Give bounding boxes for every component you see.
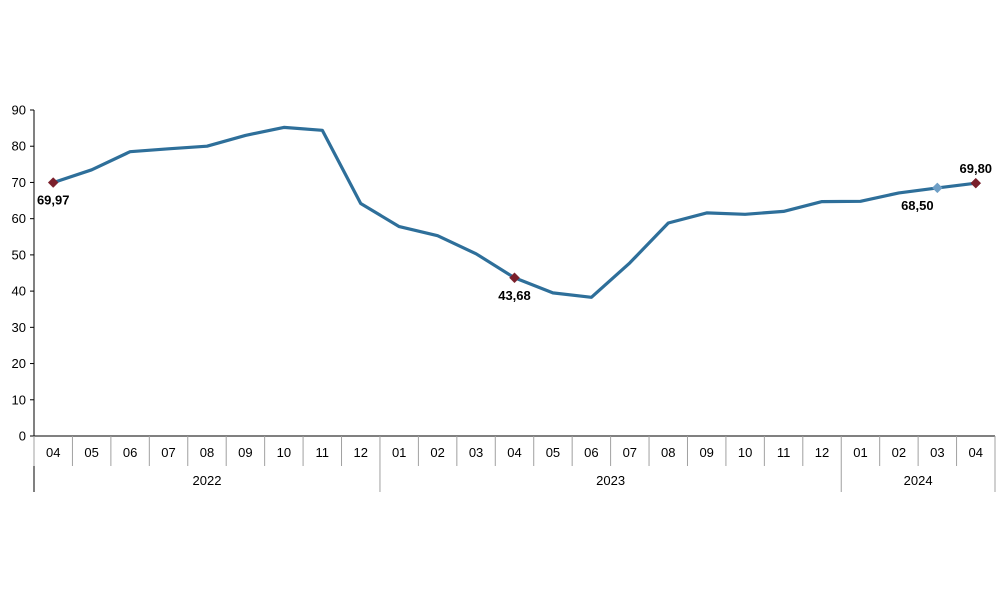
- data-label: 69,80: [960, 161, 993, 176]
- x-year-label: 2024: [904, 473, 933, 488]
- x-tick-label: 10: [738, 445, 752, 460]
- x-tick-label: 06: [584, 445, 598, 460]
- y-tick-label: 60: [12, 211, 26, 226]
- x-tick-label: 05: [546, 445, 560, 460]
- x-tick-label: 07: [623, 445, 637, 460]
- y-tick-label: 50: [12, 247, 26, 262]
- y-tick-label: 0: [19, 429, 26, 444]
- data-markers: [47, 177, 982, 284]
- x-axis: 04 05 06 07 08 09 10 11 12 01 02 03 04 05 06 07 08 09 10 11…: [33, 435, 996, 492]
- x-tick-label: 03: [469, 445, 483, 460]
- data-label: 69,97: [37, 193, 70, 208]
- data-label: 68,50: [901, 198, 934, 213]
- data-label: 43,68: [498, 288, 531, 303]
- x-tick-label: 02: [430, 445, 444, 460]
- y-tick-label: 90: [12, 103, 26, 118]
- x-tick-label: 10: [277, 445, 291, 460]
- y-tick-label: 30: [12, 320, 26, 335]
- x-tick-label: 04: [46, 445, 60, 460]
- y-tick-label: 10: [12, 392, 26, 407]
- x-tick-label: 06: [123, 445, 137, 460]
- x-tick-label: 12: [815, 445, 829, 460]
- y-axis: 0 10 20 30 40 50 60 70 80 90: [12, 103, 35, 444]
- x-tick-label: 03: [930, 445, 944, 460]
- x-tick-label: 08: [200, 445, 214, 460]
- data-point-marker: [970, 177, 982, 189]
- x-tick-label: 07: [161, 445, 175, 460]
- y-tick-label: 40: [12, 284, 26, 299]
- x-tick-label: 02: [892, 445, 906, 460]
- y-tick-label: 80: [12, 139, 26, 154]
- series-line: [51, 125, 978, 299]
- x-tick-label: 04: [969, 445, 983, 460]
- x-tick-label: 09: [699, 445, 713, 460]
- x-tick-label: 05: [84, 445, 98, 460]
- series-lines: [51, 125, 978, 299]
- x-tick-label: 11: [316, 445, 330, 460]
- x-tick-label: 09: [238, 445, 252, 460]
- x-year-label: 2023: [596, 473, 625, 488]
- y-tick-label: 70: [12, 175, 26, 190]
- y-tick-label: 20: [12, 356, 26, 371]
- x-tick-label: 01: [392, 445, 406, 460]
- data-labels: 69,97 43,68 68,50 69,80: [37, 161, 992, 303]
- x-tick-label: 11: [777, 445, 791, 460]
- x-tick-label: 01: [853, 445, 867, 460]
- data-point-marker: [47, 177, 59, 188]
- x-tick-label: 08: [661, 445, 675, 460]
- x-tick-label: 12: [354, 445, 368, 460]
- data-point-marker: [509, 272, 520, 284]
- x-tick-label: 04: [507, 445, 521, 460]
- x-year-label: 2022: [193, 473, 222, 488]
- data-point-marker: [931, 182, 943, 194]
